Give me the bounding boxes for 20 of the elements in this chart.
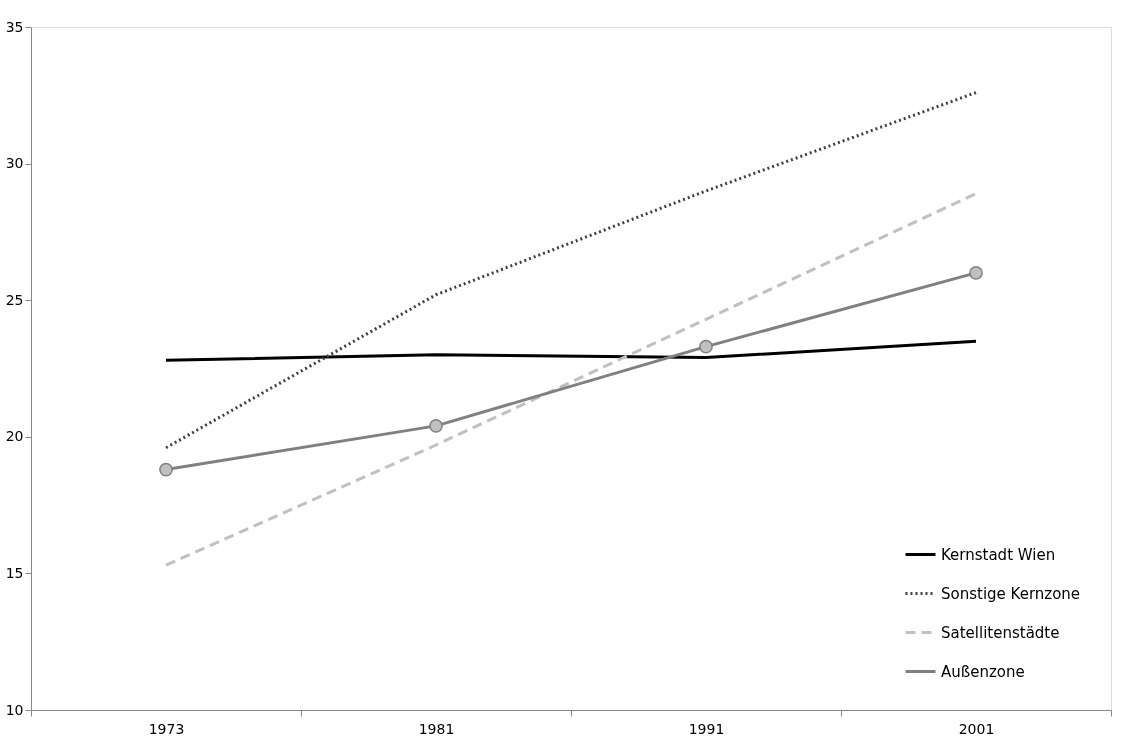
y-tick-label: 35 <box>5 18 24 35</box>
y-tick-label: 30 <box>5 155 24 172</box>
x-tick-label: 1973 <box>148 720 185 737</box>
y-tick-label: 25 <box>5 291 24 308</box>
x-tick-label: 1981 <box>418 720 455 737</box>
y-tick-label: 10 <box>5 701 24 718</box>
point <box>429 419 443 433</box>
point <box>699 339 713 354</box>
point <box>969 266 983 280</box>
legend-label: Kernstadt Wien <box>941 545 1056 564</box>
x-tick-label: 2001 <box>958 720 995 737</box>
y-tick-label: 20 <box>5 428 24 445</box>
legend-label: Außenzone <box>941 662 1025 681</box>
point <box>159 462 173 477</box>
y-tick-label: 15 <box>5 564 24 581</box>
legend-label: Sonstige Kernzone <box>941 584 1081 603</box>
x-tick-label: 1991 <box>688 720 725 737</box>
line-series <box>164 339 978 362</box>
line-series <box>164 91 978 450</box>
legend-label: Satellitenstädte <box>941 623 1060 642</box>
